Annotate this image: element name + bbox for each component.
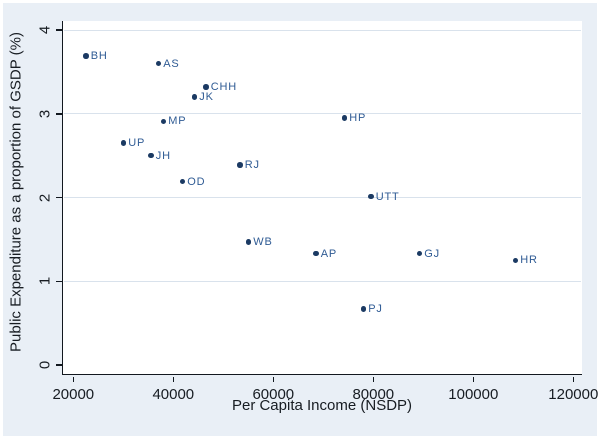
x-tick-mark [272, 376, 274, 382]
x-axis-title: Per Capita Income (NSDP) [231, 397, 413, 414]
data-point-label-MP: MP [168, 115, 187, 128]
data-point-label-AS: AS [163, 57, 180, 70]
x-tick-label: 60000 [252, 386, 295, 403]
data-point-label-RJ: RJ [244, 158, 260, 171]
data-point-PJ [360, 306, 366, 312]
data-point-WB [245, 239, 251, 245]
x-tick-mark [72, 376, 74, 382]
x-tick-label: 100000 [448, 386, 499, 403]
y-tick-mark [56, 196, 62, 199]
data-point-AP [313, 250, 319, 257]
data-point-label-BH: BH [90, 50, 108, 62]
data-point-label-PJ: PJ [368, 302, 383, 315]
data-point-label-UTT: UTT [375, 190, 400, 203]
y-tick-label: 3 [36, 109, 54, 118]
data-point-UTT [368, 193, 374, 200]
y-axis-title: Public Expenditure as a proportion of GS… [7, 32, 25, 352]
data-point-CHH [203, 84, 209, 90]
y-gridline [63, 29, 581, 31]
y-tick-label: 1 [36, 277, 54, 286]
y-tick-mark [56, 364, 62, 366]
data-point-JH [148, 152, 154, 159]
data-point-label-GJ: GJ [424, 247, 440, 260]
y-tick-label: 0 [36, 360, 54, 370]
data-point-OD [179, 178, 185, 185]
data-point-HP [341, 115, 347, 121]
data-point-label-AP: AP [320, 247, 338, 260]
data-point-label-OD: OD [187, 175, 206, 188]
data-point-RJ [237, 162, 243, 168]
data-point-label-UP: UP [128, 137, 146, 150]
x-tick-label: 80000 [352, 386, 395, 403]
data-point-label-CHH: CHH [210, 80, 238, 93]
y-tick-mark [56, 113, 62, 115]
data-point-label-HR: HR [520, 254, 538, 267]
data-point-UP [120, 140, 126, 146]
data-point-label-WB: WB [253, 235, 273, 248]
x-tick-mark [172, 376, 174, 382]
y-tick-mark [56, 29, 62, 31]
y-gridline [63, 280, 581, 282]
data-point-label-JK: JK [199, 91, 214, 103]
plot-area [62, 21, 582, 375]
x-tick-label: 20000 [52, 386, 95, 403]
y-gridline [63, 197, 581, 198]
data-point-HR [512, 257, 518, 264]
x-tick-mark [472, 376, 474, 382]
y-tick-label: 4 [36, 25, 54, 35]
y-gridline [63, 113, 581, 115]
x-tick-label: 40000 [152, 386, 195, 403]
x-tick-label: 120000 [548, 386, 599, 403]
data-point-label-JH: JH [155, 149, 171, 162]
data-point-GJ [416, 250, 422, 257]
data-point-BH [83, 53, 89, 59]
data-point-label-HP: HP [349, 111, 367, 124]
y-tick-mark [56, 280, 62, 282]
data-point-JK [191, 94, 197, 100]
data-point-MP [160, 118, 166, 124]
data-point-AS [155, 60, 161, 67]
x-tick-mark [572, 376, 574, 382]
x-tick-mark [372, 376, 374, 382]
y-tick-label: 2 [36, 193, 54, 202]
